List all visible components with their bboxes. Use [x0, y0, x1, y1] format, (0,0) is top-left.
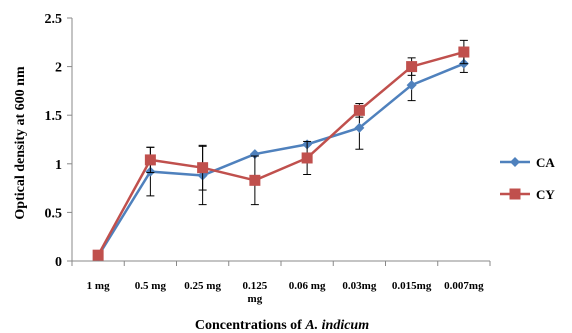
x-tick-label: 0.007mg: [444, 280, 484, 292]
data-point: [354, 122, 365, 133]
data-point: [458, 46, 470, 58]
x-tick-label: 0.5 mg: [135, 280, 167, 292]
legend-label: CA: [536, 155, 555, 170]
y-ticks: 0 0.5 1 1.5 2 2.5: [45, 12, 72, 270]
y-tick-label: 1: [55, 158, 62, 173]
series-cy: [92, 39, 470, 261]
x-axis-label-prefix: Concentrations of: [195, 318, 305, 333]
y-tick-label: 0.5: [45, 206, 63, 221]
y-axis-title: Optical density at 600 nm: [13, 66, 28, 220]
data-point: [249, 149, 260, 160]
data-point: [353, 104, 365, 116]
legend-swatch-marker: [510, 157, 520, 167]
y-tick-label: 2.5: [45, 12, 63, 27]
x-tick-label: 1 mg: [87, 280, 110, 292]
data-point: [249, 174, 261, 186]
x-tick-label: 0.06 mg: [289, 280, 326, 292]
series-layer: [92, 39, 470, 262]
series-line: [97, 62, 465, 257]
series-line: [97, 50, 465, 256]
data-point: [406, 80, 417, 91]
x-tick-label: 0.015mg: [392, 280, 432, 292]
legend-label: CY: [536, 187, 555, 202]
x-axis-label: Concentrations of A. indicum: [195, 318, 369, 333]
y-tick-label: 0: [55, 255, 62, 270]
x-tick-label: mg: [248, 293, 263, 305]
y-tick-label: 2: [55, 61, 62, 76]
x-axis-label-species: A. indicum: [304, 318, 369, 333]
legend-swatch-marker: [509, 188, 521, 200]
x-tick-label: 0.125: [243, 280, 268, 292]
data-point: [301, 152, 313, 164]
legend-item-cy: CY: [500, 187, 555, 202]
legend-item-ca: CA: [500, 155, 555, 170]
y-tick-label: 1.5: [45, 109, 63, 124]
x-tick-label: 0.03mg: [342, 280, 376, 292]
data-point: [92, 249, 104, 261]
legend: CA CY: [500, 155, 555, 202]
x-tick-label: 0.25 mg: [184, 280, 221, 292]
y-axis-label: Optical density at 600 nm: [13, 66, 28, 220]
data-point: [406, 61, 418, 73]
data-point: [144, 154, 156, 166]
data-point: [197, 162, 209, 174]
